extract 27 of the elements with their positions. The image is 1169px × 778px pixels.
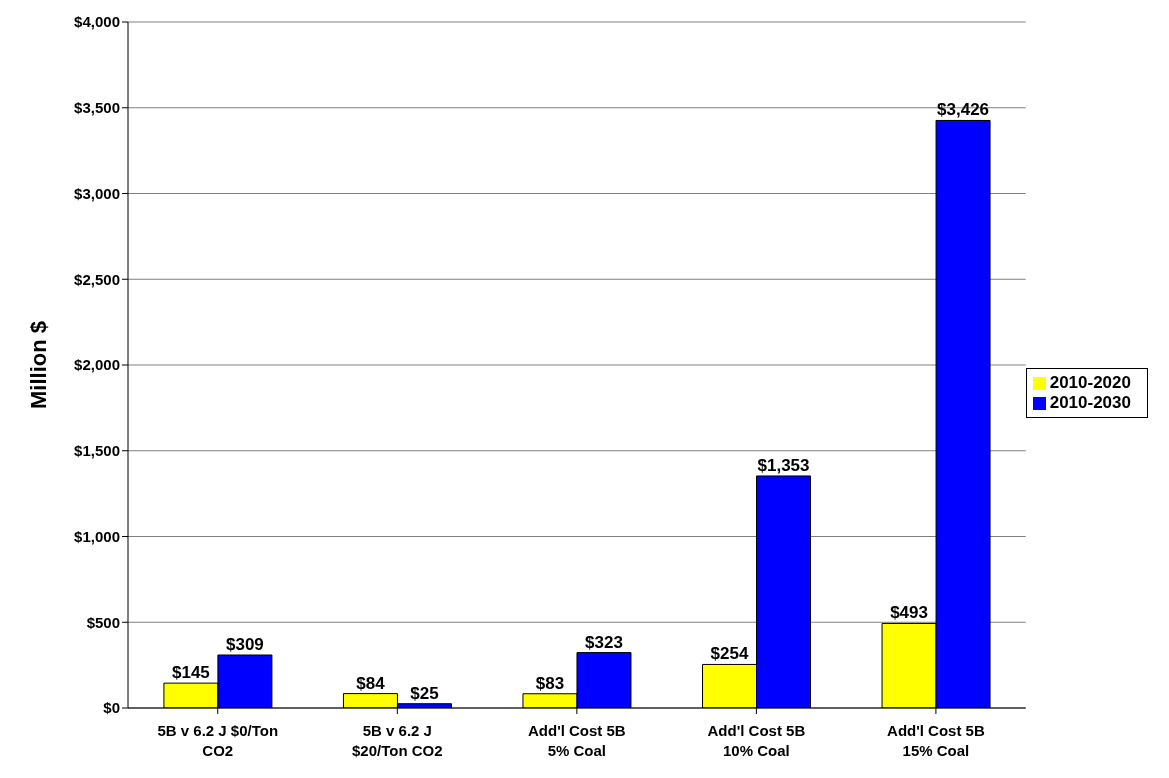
y-axis-title: Million $: [25, 321, 51, 409]
data-label: $309: [225, 635, 264, 655]
data-label: $493: [890, 603, 928, 623]
y-tick-label: $2,500: [74, 270, 120, 288]
data-label: $1,353: [757, 455, 810, 475]
x-tick-label: 5B v 6.2 J $0/Ton CO2: [157, 722, 279, 759]
x-tick-label: Add'l Cost 5B 15% Coal: [887, 722, 985, 759]
data-label: $254: [710, 644, 749, 664]
x-tick-label: Add'l Cost 5B 10% Coal: [707, 722, 806, 759]
y-tick-label: $3,500: [74, 99, 120, 117]
y-tick-label: $3,000: [74, 184, 120, 202]
y-tick-label: $500: [86, 613, 120, 631]
data-label: $25: [410, 683, 439, 703]
x-tick-label: 5B v 6.2 J $20/Ton CO2: [352, 722, 443, 759]
data-label: $84: [356, 673, 386, 693]
data-label: $83: [535, 673, 565, 693]
legend-label: 2010-2030: [1049, 393, 1131, 412]
legend-label: 2010-2020: [1049, 373, 1131, 392]
data-label: $323: [585, 632, 623, 652]
x-tick-label: Add'l Cost 5B 5% Coal: [527, 722, 626, 759]
y-tick-label: $1,000: [74, 527, 120, 545]
data-label: $145: [171, 663, 210, 683]
data-label: $3,426: [937, 100, 990, 120]
y-tick-label: $0: [103, 699, 120, 717]
y-tick-label: $4,000: [74, 13, 120, 31]
y-tick-label: $2,000: [74, 356, 120, 374]
y-tick-label: $1,500: [74, 442, 120, 460]
